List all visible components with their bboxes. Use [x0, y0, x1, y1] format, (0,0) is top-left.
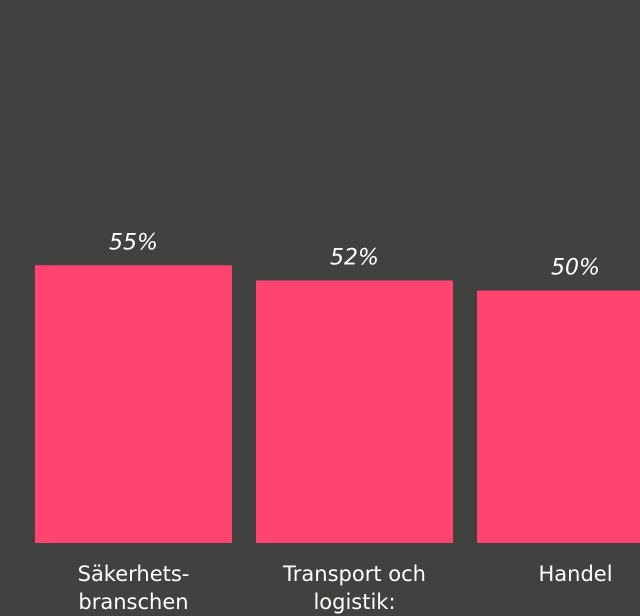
- value-label: 55%: [109, 230, 158, 255]
- bar: [477, 290, 640, 543]
- bar: [35, 265, 232, 543]
- category-label: Transport och logistik:: [283, 562, 426, 614]
- value-label: 50%: [551, 256, 600, 281]
- bar: [256, 280, 453, 543]
- value-label: 52%: [330, 245, 379, 270]
- category-label: Säkerhets- branschen: [77, 562, 190, 614]
- category-label: Handel: [538, 562, 613, 586]
